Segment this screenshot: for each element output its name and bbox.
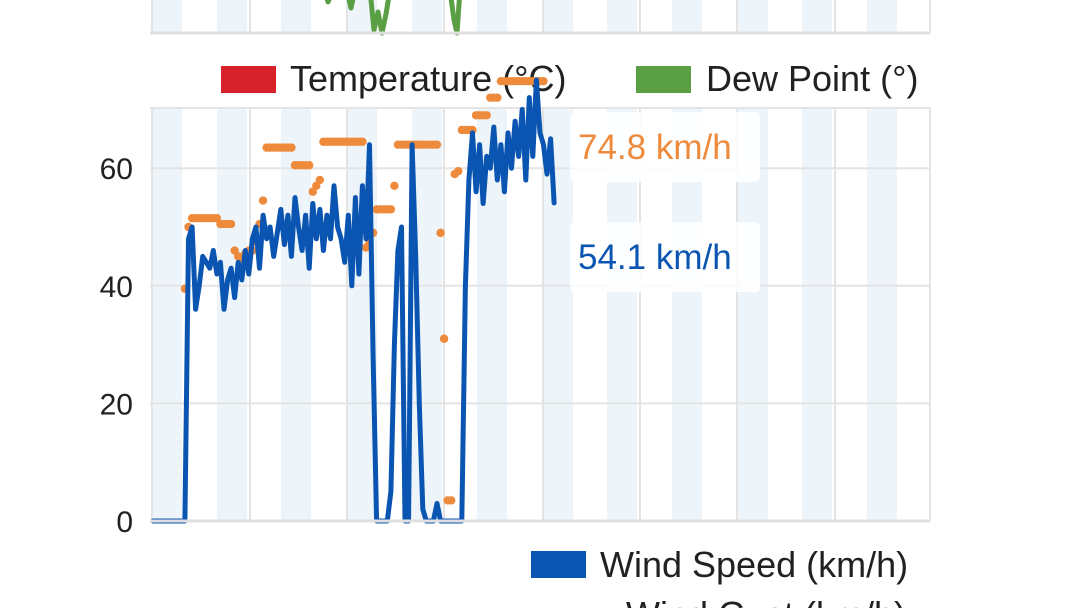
legend-top: Temperature (°C) Dew Point (°) — [221, 58, 918, 99]
dew-point-line — [324, 0, 462, 36]
legend-bottom: Wind Speed (km/h) Wind Gust (km/h) — [531, 544, 908, 608]
time-band — [217, 0, 247, 33]
wind-gust-point — [439, 334, 449, 343]
time-band — [672, 0, 702, 33]
time-band — [217, 108, 247, 521]
y-tick-label: 20 — [100, 388, 133, 421]
wind-gust-point — [390, 181, 399, 191]
wind-speed-line — [150, 77, 557, 524]
time-band — [867, 0, 897, 33]
wind-gust-point — [436, 228, 445, 238]
wind-gust-point — [386, 205, 396, 214]
y-tick-label: 60 — [100, 153, 133, 186]
top-panel — [150, 0, 931, 36]
time-band — [152, 108, 182, 521]
wind-gust-point — [315, 175, 325, 185]
time-band — [867, 108, 897, 521]
time-band — [281, 108, 311, 521]
wind-gust-point — [482, 111, 491, 120]
dew-point-legend-swatch — [636, 66, 691, 93]
wind-gust-point — [493, 93, 502, 102]
wind-gust-legend-label: Wind Gust (km/h) — [626, 594, 906, 608]
time-band — [802, 108, 832, 521]
time-band — [152, 0, 182, 33]
wind-gust-point — [358, 137, 367, 146]
time-band — [543, 0, 573, 33]
wind-speed-legend-swatch — [531, 551, 586, 578]
y-tick-label: 40 — [100, 271, 133, 304]
wind-gust-point — [539, 76, 548, 86]
time-band — [477, 0, 507, 33]
y-tick-label: 0 — [116, 506, 133, 539]
wind-speed-value: 54.1 km/h — [578, 238, 732, 277]
wind-gust-point — [305, 161, 314, 170]
wind-speed-legend-label: Wind Speed (km/h) — [600, 544, 908, 585]
wind-speed-callout: 54.1 km/h — [570, 222, 760, 292]
time-band — [738, 0, 768, 33]
wind-gust-point — [454, 166, 463, 176]
dew-point-legend-label: Dew Point (°) — [706, 58, 918, 99]
time-band — [802, 0, 832, 33]
time-band — [281, 0, 311, 33]
temperature-legend-swatch — [221, 66, 276, 93]
wind-gust-point — [226, 219, 236, 229]
wind-gust-callout: 74.8 km/h — [570, 112, 760, 182]
wind-gust-value: 74.8 km/h — [578, 128, 732, 167]
wind-panel: 0 20 40 60 — [100, 76, 931, 539]
time-band — [412, 0, 442, 33]
wind-gust-point — [447, 496, 456, 505]
wind-gust-point — [287, 143, 296, 152]
wind-gust-point — [432, 140, 442, 149]
time-band — [543, 108, 573, 521]
wind-gust-point — [258, 196, 268, 205]
time-band — [607, 0, 637, 33]
